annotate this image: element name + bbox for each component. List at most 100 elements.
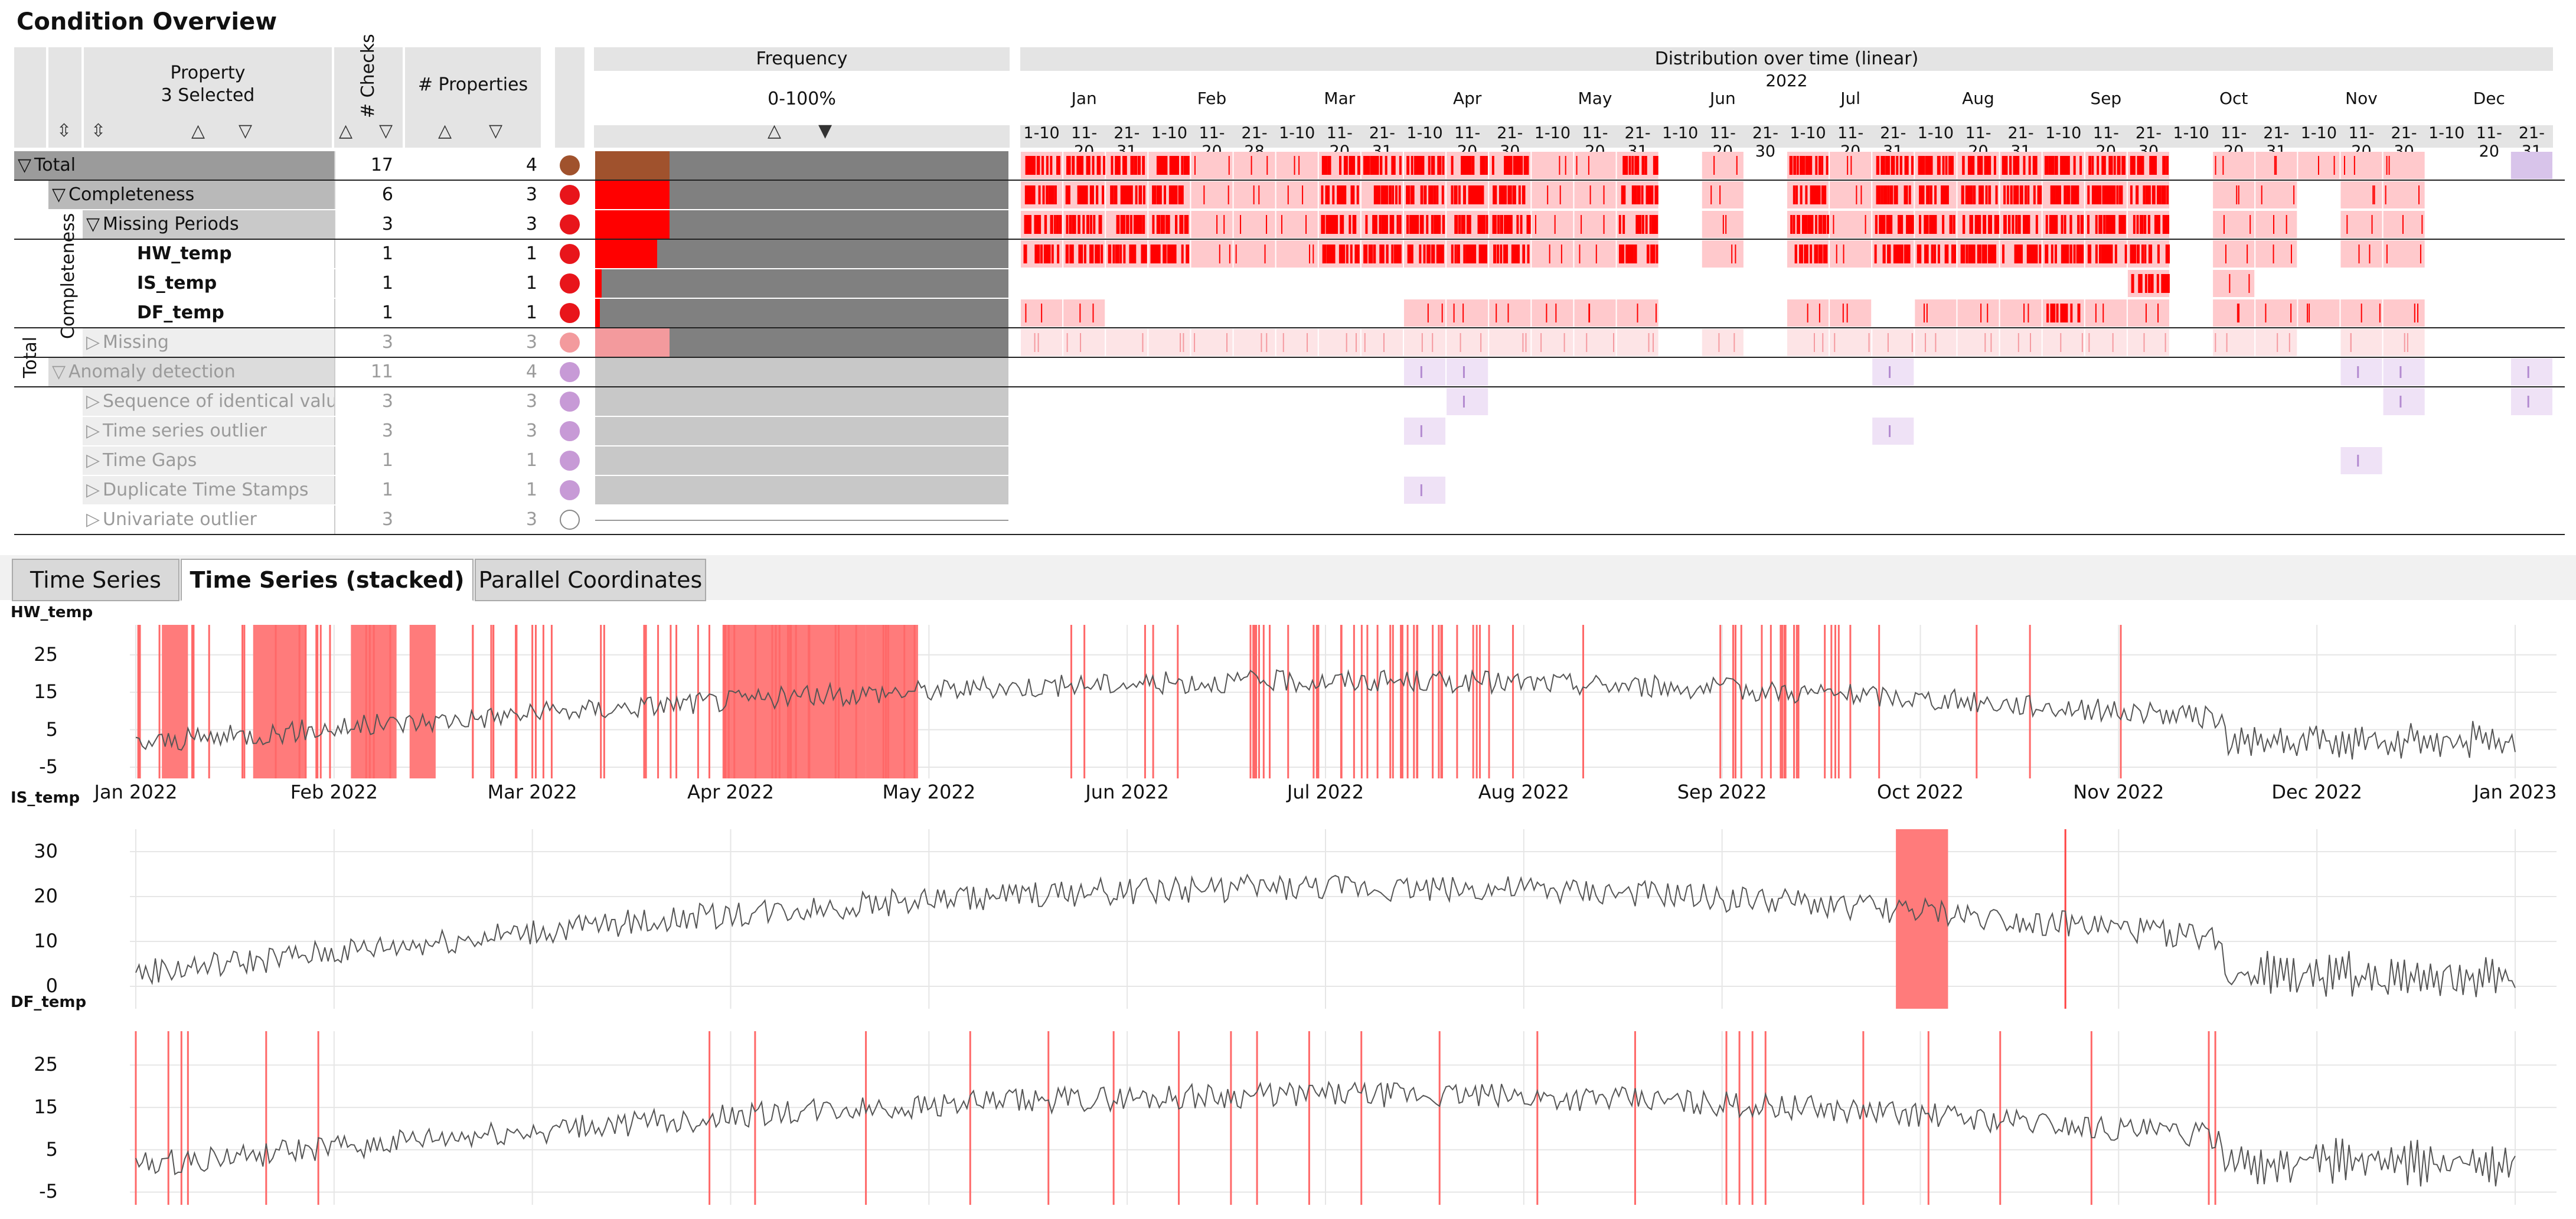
table-row[interactable] (83, 417, 334, 445)
missing-mark (1818, 156, 1821, 175)
table-row[interactable] (14, 151, 334, 180)
missing-mark (1888, 245, 1891, 263)
row-toggle-icon[interactable]: ▷ (86, 450, 100, 471)
table-row[interactable] (48, 358, 334, 386)
missing-mark (1810, 245, 1813, 263)
table-row[interactable] (83, 387, 334, 416)
missing-mark (1158, 215, 1161, 234)
missing-mark (2045, 245, 2048, 263)
table-row[interactable] (83, 328, 334, 357)
sort-descending-filled-icon[interactable]: ▼ (818, 120, 832, 141)
x-tick-label: Jan 2023 (2473, 781, 2557, 803)
missing-mark (2076, 245, 2079, 263)
x-tick-label: Nov 2022 (2073, 781, 2164, 803)
missing-mark (1431, 156, 1434, 175)
y-tick-label: 30 (34, 840, 58, 862)
table-row[interactable] (83, 210, 334, 239)
distribution-cell (2383, 211, 2425, 238)
sort-ascending-icon[interactable]: △ (438, 120, 452, 141)
row-toggle-icon[interactable]: ▽ (52, 361, 66, 382)
header-property[interactable] (84, 47, 332, 148)
missing-mark (1877, 156, 1880, 175)
table-row[interactable] (48, 181, 334, 209)
row-label: Missing (103, 332, 169, 353)
missing-mark (1893, 245, 1896, 263)
table-row[interactable] (117, 299, 334, 327)
distribution-cell (2042, 329, 2084, 356)
missing-mark (2088, 333, 2090, 352)
missing-mark (1080, 245, 1083, 263)
tab-2[interactable]: Parallel Coordinates (475, 559, 706, 601)
missing-mark (1385, 215, 1388, 234)
missing-mark (1898, 215, 1901, 234)
table-row[interactable] (117, 240, 334, 268)
missing-mark (1374, 156, 1377, 175)
row-toggle-icon[interactable]: ▽ (18, 155, 32, 175)
missing-mark (1382, 215, 1385, 234)
missing-mark (2136, 185, 2138, 204)
row-toggle-icon[interactable]: ▷ (86, 391, 100, 412)
sort-ascending-icon[interactable]: △ (339, 120, 353, 141)
row-toggle-icon[interactable]: ▽ (52, 184, 66, 205)
missing-mark (1411, 185, 1413, 204)
missing-mark (2141, 215, 2144, 234)
sort-descending-icon[interactable]: ▽ (379, 120, 393, 141)
missing-mark (2154, 215, 2157, 234)
missing-mark (1365, 245, 1368, 263)
sort-descending-icon[interactable]: ▽ (239, 120, 253, 141)
status-dot (560, 155, 580, 175)
missing-mark (2046, 156, 2049, 175)
row-toggle-icon[interactable]: ▷ (86, 421, 100, 441)
missing-mark (1399, 245, 1402, 263)
sort-ascending-icon[interactable]: △ (768, 120, 782, 141)
x-tick-label: Jul 2022 (1287, 781, 1364, 803)
missing-mark (2162, 274, 2164, 293)
missing-mark (2017, 333, 2019, 352)
sort-asc-desc-icon[interactable]: ⇳ (57, 120, 72, 141)
header-distribution (1020, 47, 2553, 71)
sort-descending-icon[interactable]: ▽ (489, 120, 503, 141)
row-toggle-icon[interactable]: ▷ (86, 480, 100, 500)
missing-mark (1411, 215, 1414, 234)
missing-mark (1478, 245, 1481, 263)
sort-asc-desc-icon[interactable]: ⇳ (91, 120, 106, 141)
missing-mark (1178, 185, 1181, 204)
missing-mark (2386, 156, 2388, 175)
row-toggle-icon[interactable]: ▷ (86, 509, 100, 530)
missing-mark (2066, 185, 2069, 204)
missing-mark (1522, 333, 1524, 352)
table-row[interactable] (117, 269, 334, 298)
missing-mark (1120, 215, 1123, 234)
header-properties[interactable] (405, 47, 541, 148)
missing-mark (1179, 185, 1182, 204)
missing-mark (1967, 185, 1970, 204)
table-row[interactable] (83, 446, 334, 475)
missing-mark (1908, 245, 1911, 263)
missing-mark (1325, 215, 1328, 234)
missing-mark (2143, 215, 2146, 234)
distribution-cell (1702, 181, 1744, 208)
missing-mark (2064, 185, 2066, 204)
missing-mark (1887, 156, 1890, 175)
table-row[interactable] (83, 506, 334, 534)
row-toggle-icon[interactable]: ▷ (86, 332, 100, 353)
table-row[interactable] (83, 476, 334, 504)
missing-mark (1264, 245, 1266, 263)
missing-mark (1079, 156, 1082, 175)
missing-mark (1057, 245, 1060, 263)
tab-0[interactable]: Time Series (12, 559, 179, 601)
missing-mark (1186, 245, 1189, 263)
missing-mark (2379, 304, 2381, 322)
row-toggle-icon[interactable]: ▽ (86, 214, 100, 234)
header-checks[interactable] (334, 47, 403, 148)
missing-mark (1160, 215, 1163, 234)
missing-mark (1108, 245, 1111, 263)
distribution-cell (2383, 152, 2425, 179)
sort-ascending-icon[interactable]: △ (191, 120, 205, 141)
tab-1[interactable]: Time Series (stacked) (181, 559, 474, 601)
missing-mark (1057, 156, 1060, 175)
missing-mark (2159, 185, 2162, 204)
missing-mark (2003, 215, 2006, 234)
missing-mark (2139, 215, 2142, 234)
missing-mark (2113, 156, 2116, 175)
